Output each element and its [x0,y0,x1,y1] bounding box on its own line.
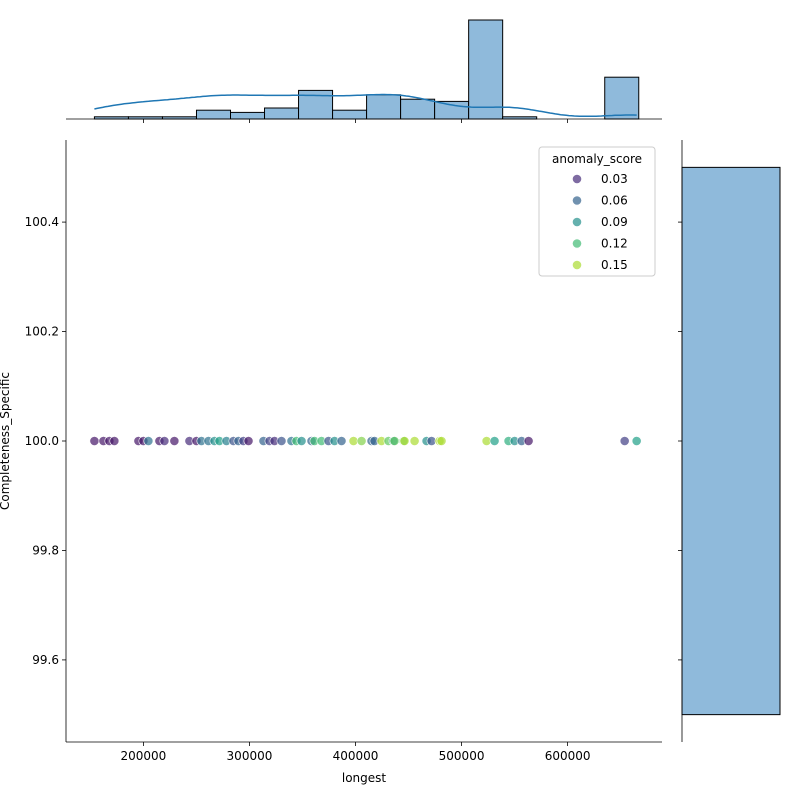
y-tick-label: 99.8 [32,543,59,557]
scatter-point [399,436,410,446]
histogram-bar [230,111,266,120]
scatter-point [489,436,500,446]
x-tick-label: 500000 [439,749,485,763]
legend: anomaly_score 0.03 0.06 0.09 0.12 0.15 [538,146,656,277]
y-tick-label: 100.4 [25,215,59,229]
scatter-point [243,436,254,446]
kde-curve [94,93,637,118]
legend-marker [572,260,582,270]
scatter-point [523,436,534,446]
legend-label: 0.09 [601,215,628,229]
x-tick-label: 300000 [227,749,273,763]
scatter-point [159,436,170,446]
scatter-point [89,436,100,446]
legend-label: 0.15 [601,258,628,272]
histogram-bar [400,98,436,120]
scatter-point [619,436,630,446]
histogram-bar [264,107,300,120]
y-tick-label: 100.2 [25,325,59,339]
histogram-bar [468,19,504,120]
legend-frame [538,146,656,277]
scatter-point [169,436,180,446]
legend-marker [572,195,582,206]
x-tick-label: 400000 [333,749,379,763]
scatter-point [436,436,447,446]
histogram-bar [604,76,640,120]
y-tick-label: 100.0 [25,434,59,448]
legend-label: 0.12 [601,237,628,251]
histogram-bar [434,100,470,120]
legend-marker [572,217,582,227]
main-scatter-axes: 200000 300000 400000 500000 600000 99.6 99.8 10… [25,140,662,763]
legend-label: 0.06 [601,194,628,208]
scatter-point [143,436,154,446]
legend-marker [572,238,582,249]
x-tick-label: 600000 [545,749,591,763]
histogram-bar [681,166,781,716]
x-tick-label: 200000 [121,749,167,763]
histogram-bar [366,94,402,120]
scatter-point [336,436,347,446]
marginal-x-histogram [66,19,662,123]
scatter-point [109,436,120,446]
scatter-point [409,436,420,446]
histogram-bar [195,109,232,120]
y-axis-label: Completeness_Specific [0,372,12,510]
scatter-point [276,436,287,446]
scatter-point [296,436,307,446]
legend-label: 0.03 [601,172,628,186]
legend-marker [572,174,582,184]
y-tick-label: 99.6 [32,653,59,667]
marginal-y-histogram [678,140,781,742]
scatter-point [389,436,400,446]
scatter-point [631,436,642,446]
x-axis-label: longest [342,771,387,785]
legend-title: anomaly_score [552,152,642,166]
scatter-point [356,436,367,446]
histogram-bar [332,109,368,120]
